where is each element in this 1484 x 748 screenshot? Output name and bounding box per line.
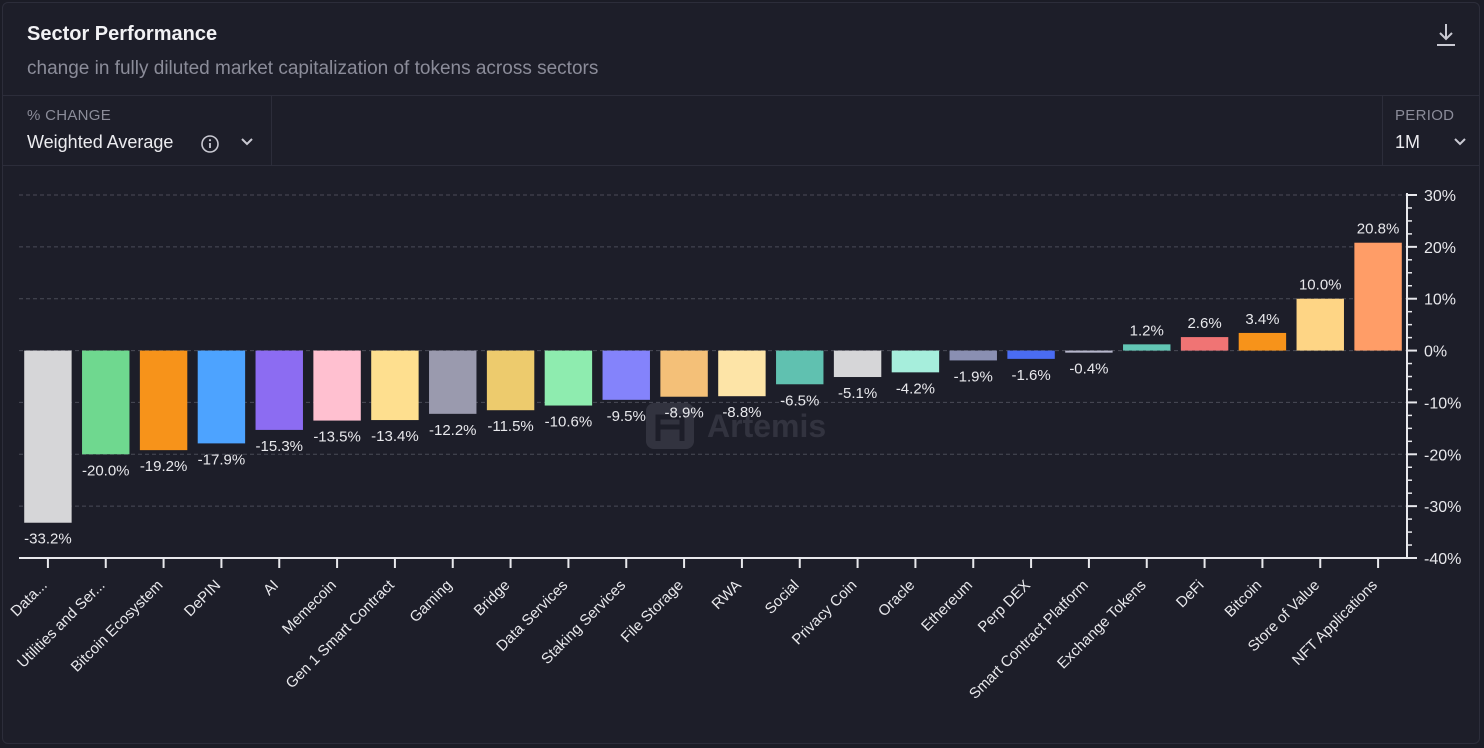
x-tick-label: Bitcoin — [1221, 577, 1265, 621]
bar[interactable] — [139, 350, 188, 451]
data-label: 2.6% — [1187, 315, 1221, 332]
bar[interactable] — [313, 350, 361, 421]
bar[interactable] — [544, 350, 593, 406]
data-label: -13.5% — [313, 429, 361, 446]
card-header: Sector Performance change in fully dilut… — [3, 3, 1479, 96]
x-tick-label: DeFi — [1173, 577, 1207, 611]
x-tick-label: DePIN — [181, 577, 224, 620]
gridlines — [19, 194, 1407, 507]
x-tick-label: Perp DEX — [975, 577, 1034, 636]
bar[interactable] — [602, 350, 650, 400]
bar[interactable] — [82, 350, 130, 455]
info-icon[interactable] — [200, 134, 220, 154]
data-label: -17.9% — [198, 451, 246, 468]
period-label: PERIOD — [1395, 107, 1455, 124]
bar[interactable] — [429, 350, 477, 414]
x-tick-label: Oracle — [875, 577, 918, 620]
data-label: 3.4% — [1245, 311, 1279, 328]
bar[interactable] — [24, 350, 72, 523]
period-dropdown[interactable]: PERIOD 1M — [1382, 95, 1479, 165]
bars — [24, 242, 1402, 523]
data-label: -13.4% — [371, 428, 419, 445]
x-tick-label: Data... — [7, 577, 50, 620]
x-tick-label: File Storage — [618, 577, 687, 646]
data-label: -1.6% — [1011, 367, 1050, 384]
data-label: -6.5% — [780, 392, 819, 409]
x-tick-label: Gaming — [406, 577, 455, 626]
x-tick-label: Bridge — [471, 577, 514, 620]
change-type-label: % CHANGE — [27, 107, 112, 124]
period-value: 1M — [1395, 132, 1421, 152]
watermark-text: Artemis — [707, 408, 826, 444]
download-icon[interactable] — [1433, 21, 1459, 49]
data-label: -8.8% — [722, 404, 761, 421]
bar[interactable] — [891, 350, 940, 373]
bar[interactable] — [1123, 344, 1171, 351]
bar[interactable] — [776, 350, 824, 385]
bar[interactable] — [1180, 337, 1229, 351]
data-label: -9.5% — [607, 408, 646, 425]
axes: 30%20%10%0%-10%-20%-30%-40%Data...Utilit… — [7, 188, 1461, 703]
y-tick-label: 20% — [1424, 240, 1456, 257]
data-label: 20.8% — [1357, 221, 1400, 238]
data-label: 10.0% — [1299, 277, 1342, 294]
chart-subtitle: change in fully diluted market capitaliz… — [27, 58, 599, 79]
bar[interactable] — [1296, 298, 1344, 351]
data-labels: -33.2% -20.0% -19.2% -17.9% -15.3% -13.5% -13.… — [24, 221, 1399, 548]
data-label: -20.0% — [82, 462, 130, 479]
change-type-value: Weighted Average — [27, 132, 174, 152]
bar[interactable] — [833, 350, 882, 378]
y-tick-label: 10% — [1424, 292, 1456, 309]
y-tick-label: -30% — [1424, 499, 1461, 516]
bar[interactable] — [1007, 350, 1055, 359]
x-tick-label: RWA — [709, 577, 745, 613]
data-label: -12.2% — [429, 422, 477, 439]
data-label: -10.6% — [545, 414, 593, 431]
data-label: -33.2% — [24, 531, 72, 548]
bar[interactable] — [1238, 332, 1287, 351]
bar[interactable] — [1065, 350, 1113, 353]
bar-chart: Artemis -33.2% -20.0% -19.2% -17.9% -15.3% -1… — [7, 188, 1461, 703]
bar[interactable] — [371, 350, 419, 421]
x-tick-label: Social — [762, 577, 803, 618]
data-label: -4.2% — [896, 380, 935, 397]
x-tick-label: Ethereum — [918, 577, 976, 635]
data-label: -8.9% — [664, 405, 703, 422]
y-tick-label: 30% — [1424, 188, 1456, 205]
bar[interactable] — [718, 350, 766, 397]
chevron-down-icon — [1454, 138, 1466, 146]
data-label: -5.1% — [838, 385, 877, 402]
chevron-down-icon — [241, 138, 253, 146]
x-tick-label: Gen 1 Smart Contract — [283, 576, 399, 692]
x-tick-label: AI — [260, 577, 282, 599]
bar[interactable] — [255, 350, 303, 430]
x-tick-label: Memecoin — [279, 577, 340, 638]
bar[interactable] — [949, 350, 997, 361]
bar[interactable] — [197, 350, 246, 444]
y-tick-label: 0% — [1424, 344, 1447, 361]
data-label: -11.5% — [487, 418, 533, 435]
chart-title: Sector Performance — [27, 23, 218, 45]
y-tick-label: -40% — [1424, 551, 1461, 568]
chart-controls: % CHANGE Weighted Average PERIOD 1M — [3, 95, 1479, 166]
data-label: -19.2% — [140, 458, 188, 475]
y-tick-label: -10% — [1424, 395, 1461, 412]
bar[interactable] — [1354, 242, 1402, 351]
data-label: -15.3% — [255, 438, 303, 455]
x-tick-label: Smart Contract Platform — [966, 577, 1092, 703]
data-label: 1.2% — [1130, 322, 1164, 339]
data-label: -1.9% — [954, 368, 993, 385]
bar[interactable] — [660, 350, 708, 397]
change-type-dropdown[interactable]: % CHANGE Weighted Average — [3, 95, 272, 165]
y-tick-label: -20% — [1424, 447, 1461, 464]
artemis-watermark: Artemis — [646, 403, 826, 449]
bar[interactable] — [486, 350, 535, 411]
data-label: -0.4% — [1069, 361, 1108, 378]
